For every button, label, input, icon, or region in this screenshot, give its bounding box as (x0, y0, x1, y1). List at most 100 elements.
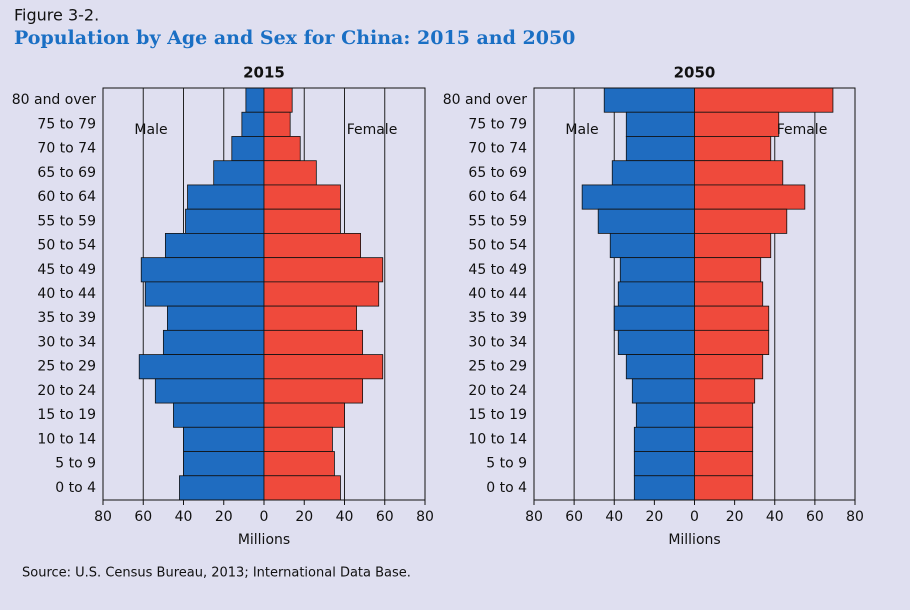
bar (613, 305, 695, 331)
y-tick-label: 50 to 54 (37, 238, 96, 254)
bar (187, 184, 265, 210)
bar (138, 354, 265, 380)
bar (694, 136, 772, 162)
y-tick-label: 60 to 64 (37, 189, 96, 205)
bar (263, 354, 384, 380)
bar (633, 475, 695, 501)
y-tick-label: 20 to 24 (37, 383, 96, 399)
y-tick-label: 55 to 59 (37, 213, 96, 229)
y-tick-label: 70 to 74 (468, 141, 527, 157)
bar (694, 208, 788, 234)
bar (631, 378, 695, 404)
x-tick-label: 60 (565, 509, 583, 525)
y-tick-label: 40 to 44 (37, 286, 96, 302)
bar (694, 87, 834, 113)
bar (617, 281, 695, 307)
bar (633, 451, 695, 477)
x-tick-label: 40 (766, 509, 784, 525)
y-tick-label: 20 to 24 (468, 383, 527, 399)
y-tick-label: 15 to 19 (468, 407, 527, 423)
series-label: Male (134, 122, 167, 138)
bar (263, 208, 341, 234)
bar (694, 426, 754, 452)
chart-title: 2015 (243, 64, 285, 82)
x-tick-label: 60 (376, 509, 394, 525)
bar (154, 378, 265, 404)
y-tick-label: 0 to 4 (55, 480, 96, 496)
figure-title: Population by Age and Sex for China: 201… (14, 27, 575, 49)
x-tick-label: 20 (726, 509, 744, 525)
y-tick-label: 55 to 59 (468, 213, 527, 229)
x-tick-label: 60 (806, 509, 824, 525)
y-tick-label: 75 to 79 (37, 116, 96, 132)
bar (263, 305, 357, 331)
x-tick-label: 40 (336, 509, 354, 525)
bar (144, 281, 265, 307)
bar (263, 402, 345, 428)
bar (263, 87, 293, 113)
plot-frame (102, 87, 426, 501)
y-tick-label: 70 to 74 (37, 141, 96, 157)
y-tick-label: 10 to 14 (468, 431, 527, 447)
bar (694, 233, 772, 259)
source: Source: U.S. Census Bureau, 2013; Intern… (22, 566, 411, 581)
bar (263, 451, 335, 477)
x-tick-label: 20 (295, 509, 313, 525)
bar (263, 257, 384, 283)
bar (694, 160, 784, 186)
bar (179, 475, 265, 501)
y-tick-label: 5 to 9 (486, 456, 527, 472)
y-tick-label: 35 to 39 (468, 310, 527, 326)
bar (694, 475, 754, 501)
y-tick-label: 80 and over (443, 92, 528, 108)
bar (263, 281, 380, 307)
x-tick-label: 40 (605, 509, 623, 525)
bar (166, 305, 265, 331)
bar (635, 402, 695, 428)
bar (581, 184, 695, 210)
x-tick-label: 0 (690, 509, 699, 525)
x-tick-label: 40 (175, 509, 193, 525)
bar (617, 329, 695, 355)
bar (213, 160, 265, 186)
bar (609, 233, 695, 259)
bar (694, 354, 764, 380)
bar (694, 111, 780, 137)
bar (183, 426, 265, 452)
y-tick-label: 25 to 29 (37, 359, 96, 375)
bar (245, 87, 265, 113)
bar (162, 329, 265, 355)
y-tick-label: 35 to 39 (37, 310, 96, 326)
series-label: Male (565, 122, 598, 138)
y-tick-label: 80 and over (12, 92, 97, 108)
chart-title: 2050 (674, 64, 716, 82)
x-tick-label: 80 (846, 509, 864, 525)
bar (694, 329, 770, 355)
y-tick-label: 65 to 69 (468, 165, 527, 181)
bar (173, 402, 265, 428)
bar (263, 426, 333, 452)
bar (263, 160, 317, 186)
y-tick-label: 40 to 44 (468, 286, 527, 302)
bar (694, 378, 756, 404)
x-tick-label: 60 (134, 509, 152, 525)
bar (263, 475, 341, 501)
bar (183, 451, 265, 477)
bar (263, 184, 341, 210)
bar (263, 111, 291, 137)
y-tick-label: 45 to 49 (468, 262, 527, 278)
y-tick-label: 60 to 64 (468, 189, 527, 205)
bar (694, 257, 762, 283)
y-tick-label: 50 to 54 (468, 238, 527, 254)
bar (625, 354, 695, 380)
x-axis-label: Millions (238, 532, 290, 548)
bar (625, 136, 695, 162)
y-tick-label: 30 to 34 (37, 334, 96, 350)
y-tick-label: 45 to 49 (37, 262, 96, 278)
bar (164, 233, 265, 259)
x-tick-label: 0 (260, 509, 269, 525)
bar (694, 184, 806, 210)
bar (140, 257, 265, 283)
bar (694, 402, 754, 428)
